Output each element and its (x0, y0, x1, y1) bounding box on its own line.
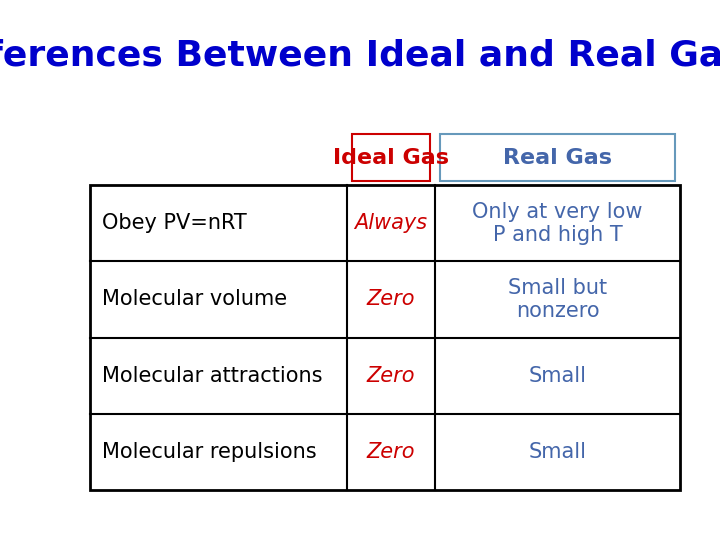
Text: Molecular attractions: Molecular attractions (102, 366, 323, 386)
Text: Only at very low
P and high T: Only at very low P and high T (472, 201, 643, 245)
Text: Differences Between Ideal and Real Gases: Differences Between Ideal and Real Gases (0, 38, 720, 72)
Text: Zero: Zero (366, 442, 415, 462)
Text: Obey PV=nRT: Obey PV=nRT (102, 213, 247, 233)
Text: Always: Always (354, 213, 428, 233)
Text: Molecular repulsions: Molecular repulsions (102, 442, 317, 462)
Bar (90, 185, 680, 490)
Text: Zero: Zero (366, 289, 415, 309)
Text: Real Gas: Real Gas (503, 147, 612, 167)
Text: Small: Small (528, 366, 587, 386)
Text: Small but
nonzero: Small but nonzero (508, 278, 607, 321)
Text: Zero: Zero (366, 366, 415, 386)
Text: Molecular volume: Molecular volume (102, 289, 287, 309)
Text: Ideal Gas: Ideal Gas (333, 147, 449, 167)
Text: Small: Small (528, 442, 587, 462)
